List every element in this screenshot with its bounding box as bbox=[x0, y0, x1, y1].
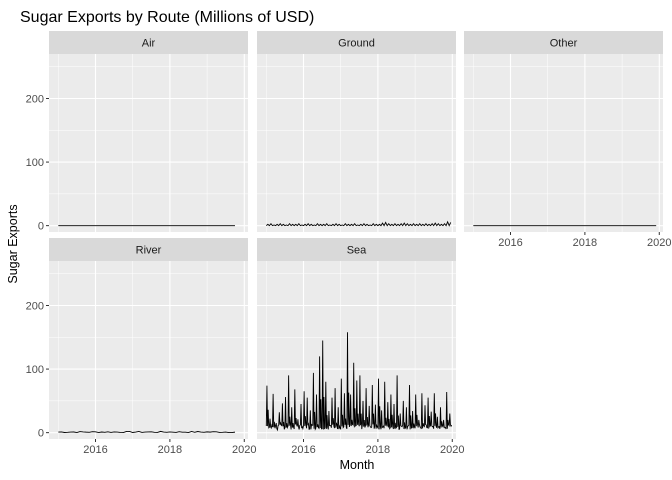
panel-background-air bbox=[49, 54, 248, 232]
facet-panels: Air 0 100 200 Ground Other 2016 2018 2020 River 0 1… bbox=[26, 31, 672, 456]
y-tick-label: 100 bbox=[26, 157, 44, 169]
panel-background-ground bbox=[257, 54, 456, 232]
series-line-sea bbox=[265, 332, 453, 432]
facet-strip-other bbox=[464, 31, 663, 54]
panel-background-other bbox=[464, 54, 663, 232]
x-tick-label: 2020 bbox=[440, 444, 464, 456]
x-tick-label: 2018 bbox=[573, 237, 597, 249]
x-tick-label: 2018 bbox=[366, 444, 390, 456]
y-tick-label: 200 bbox=[26, 94, 44, 106]
x-tick-label: 2020 bbox=[232, 444, 256, 456]
facet-strip-ground bbox=[257, 31, 456, 54]
facet-label-sea: Sea bbox=[347, 245, 367, 257]
facet-strip-sea bbox=[257, 238, 456, 261]
facet-label-other: Other bbox=[550, 38, 578, 50]
facet-label-air: Air bbox=[142, 38, 156, 50]
facet-ground: Ground bbox=[257, 31, 456, 232]
x-tick-label: 2016 bbox=[498, 237, 522, 249]
y-axis-title: Sugar Exports bbox=[6, 204, 20, 283]
x-axis-title: Month bbox=[340, 458, 375, 472]
chart-title: Sugar Exports by Route (Millions of USD) bbox=[20, 9, 314, 26]
y-tick-label: 0 bbox=[38, 428, 44, 440]
y-tick-label: 100 bbox=[26, 364, 44, 376]
x-tick-label: 2016 bbox=[83, 444, 107, 456]
facet-river: River 0 100 200 2016 2018 2020 bbox=[26, 238, 257, 456]
facet-label-ground: Ground bbox=[338, 38, 375, 50]
x-tick-label: 2016 bbox=[291, 444, 315, 456]
facet-sea: Sea 2016 2018 2020 bbox=[257, 238, 465, 456]
facet-air: Air 0 100 200 bbox=[26, 31, 248, 233]
y-tick-label: 0 bbox=[38, 221, 44, 233]
y-tick-label: 200 bbox=[26, 301, 44, 313]
facet-strip-air bbox=[49, 31, 248, 54]
x-tick-label: 2020 bbox=[647, 237, 671, 249]
series-line-river bbox=[58, 430, 236, 434]
facet-other: Other 2016 2018 2020 bbox=[464, 31, 672, 249]
facet-strip-river bbox=[49, 238, 248, 261]
facet-label-river: River bbox=[136, 245, 162, 257]
panel-background-river bbox=[49, 261, 248, 439]
series-line-ground bbox=[266, 220, 452, 227]
x-tick-label: 2018 bbox=[158, 444, 182, 456]
